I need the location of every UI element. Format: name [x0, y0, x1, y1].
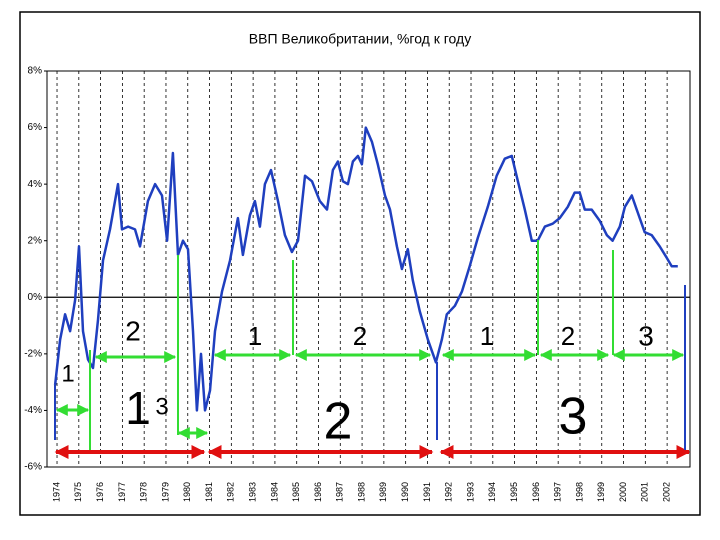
y-tick-label: -2% [24, 348, 42, 359]
x-tick-label: 1995 [509, 482, 519, 502]
x-tick-label: 1985 [291, 482, 301, 502]
x-tick-label: 1991 [422, 482, 432, 502]
annotation-layer: 12 1 2 1 2 31 3 2 3 [54, 240, 691, 459]
x-tick-label: 2000 [618, 482, 628, 502]
y-tick-label: -6% [24, 462, 42, 473]
x-tick-label: 1979 [160, 482, 170, 502]
x-tick-label: 1975 [73, 482, 83, 502]
y-tick-label: 0% [28, 292, 43, 303]
x-tick-label: 1998 [574, 482, 584, 502]
x-tick-label: 1988 [356, 482, 366, 502]
x-tick-label: 2001 [640, 482, 650, 502]
phase-label: 2 [561, 321, 575, 351]
x-tick-label: 1976 [95, 482, 105, 502]
x-tick-label: 1983 [248, 482, 258, 502]
x-tick-label: 1996 [531, 482, 541, 502]
x-tick-label: 1986 [313, 482, 323, 502]
y-tick-label: 8% [28, 66, 43, 77]
phase-label: 2 [125, 315, 141, 346]
phase-label: 2 [324, 393, 353, 451]
x-tick-label: 1984 [269, 482, 279, 502]
x-tick-label: 1989 [378, 482, 388, 502]
data-line [53, 126, 678, 412]
x-tick-label: 1993 [465, 482, 475, 502]
y-tick-label: 6% [28, 122, 43, 133]
x-tick-label: 1987 [335, 482, 345, 502]
y-tick-label: 4% [28, 179, 43, 190]
x-tick-label: 1997 [553, 482, 563, 502]
chart-frame [19, 11, 701, 516]
x-tick-label: 1974 [51, 482, 61, 502]
y-tick-label: -4% [24, 405, 42, 416]
phase-label: 3 [559, 388, 588, 446]
chart-title: ВВП Великобритании, %год к году [249, 31, 471, 47]
x-tick-label: 2002 [661, 482, 671, 502]
x-tick-label: 1990 [400, 482, 410, 502]
plot-frame [46, 70, 691, 468]
x-tick-label: 1977 [117, 482, 127, 502]
phase-label: 1 [480, 321, 494, 351]
phase-label: 1 [125, 382, 151, 434]
x-tick-label: 1992 [444, 482, 454, 502]
y-tick-label: 2% [28, 235, 43, 246]
x-tick-label: 1978 [139, 482, 149, 502]
phase-label: 3 [155, 393, 168, 420]
x-tick-label: 1994 [487, 482, 497, 502]
x-tick-label: 1982 [226, 482, 236, 502]
phase-label: 1 [61, 360, 74, 387]
phase-label: 3 [638, 320, 654, 351]
phase-label: 1 [248, 321, 262, 351]
x-tick-label: 1980 [182, 482, 192, 502]
x-tick-label: 1999 [596, 482, 606, 502]
phase-label: 2 [353, 321, 367, 351]
x-tick-label: 1981 [204, 482, 214, 502]
